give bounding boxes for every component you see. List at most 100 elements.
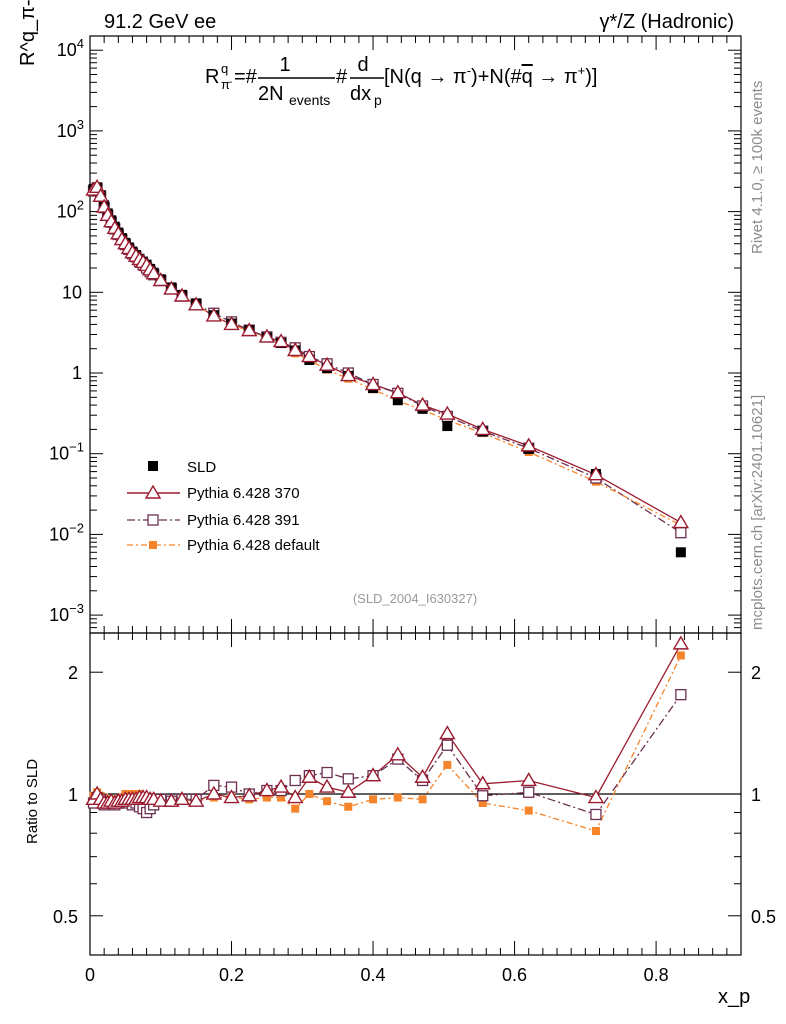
ratio-point-370 [587,789,605,804]
x-tick-label: 0.8 [644,965,669,985]
main-axes: 10−3 10−2 10−1 1 10 102 103 104 0 0.2 0.4 0.6 0.8 [49,36,741,985]
y-tick-label: 103 [57,117,84,141]
y-tick-label: 104 [57,36,84,60]
ratio-point-391 [477,790,489,802]
main-point-sld [675,547,686,558]
ratio-line-370 [92,643,682,804]
ratio-point-default [323,797,332,806]
y-tick-label: 1 [72,363,82,383]
legend-entry-391: Pythia 6.428 391 [127,512,300,529]
ratio-point-default [277,793,286,802]
main-y-label: R^q_π- [17,0,39,66]
svg-text:dx: dx [350,83,371,105]
ratio-point-default [591,827,600,836]
ratio-point-default [262,793,271,802]
y-tick-label: 10 [62,282,82,302]
svg-text:-: - [229,77,232,88]
ratio-tick-label-left: 0.5 [53,907,78,927]
ratio-tick-label-right: 2 [751,663,761,683]
ratio-point-391 [342,773,354,785]
main-point-370 [258,328,276,343]
ratio-marks [85,635,690,836]
ratio-point-default [443,760,452,769]
ratio-point-370 [187,792,205,807]
main-point-370 [414,396,431,411]
svg-text:2N: 2N [258,83,284,105]
x-tick-label: 0.4 [361,965,386,985]
x-tick-label: 0.6 [502,965,527,985]
main-point-391 [675,527,687,539]
y-tick-label: 102 [57,198,84,222]
main-point-370 [240,322,258,337]
ratio-point-default [478,799,487,808]
rivet-label: Rivet 4.1.0, ≥ 100k events [749,81,766,254]
ratio-point-370 [173,790,191,806]
svg-text:1: 1 [279,54,290,76]
main-point-370 [205,307,223,322]
main-point-370 [672,514,690,529]
ratio-point-default [418,795,427,804]
ratio-point-370 [223,789,240,804]
ratio-point-370 [439,725,456,740]
svg-text:p: p [374,92,382,108]
ratio-point-391 [523,786,535,798]
ratio-point-391 [321,766,333,779]
main-point-370 [439,405,456,420]
ratio-point-370 [389,746,407,761]
ratio-point-370 [364,767,382,782]
ratio-point-391 [675,689,687,701]
legend: SLD Pythia 6.428 370 Pythia 6.428 391 Py… [127,459,320,554]
svg-text:R: R [205,66,219,88]
mcplots-label: mcplots.cern.ch [arXiv:2401.10621] [749,395,766,630]
svg-text:[N(q → π-)+N(#q → π+)]: [N(q → π-)+N(#q → π+)] [384,63,597,88]
svg-text:q: q [221,61,228,76]
y-tick-label: 10−2 [49,520,84,544]
ratio-point-370 [240,787,258,802]
main-point-370 [587,466,605,481]
ratio-point-370 [272,778,290,793]
main-point-370 [163,280,180,295]
main-point-370 [389,384,407,399]
ratio-point-370 [474,775,491,790]
ratio-point-370 [672,635,690,650]
ratio-tick-label-left: 2 [68,663,78,683]
legend-label-sld: SLD [187,459,216,476]
ratio-tick-label-right: 0.5 [751,907,776,927]
legend-marker-default [149,541,157,549]
svg-text:d: d [357,54,368,76]
ratio-point-default [344,802,353,811]
ratio-point-default [393,793,402,802]
ratio-y-label: Ratio to SLD [24,759,41,844]
ratio-point-default [369,795,378,804]
ratio-point-391 [289,774,301,787]
ratio-tick-label-left: 1 [68,785,78,805]
main-point-370 [173,287,191,302]
ratio-point-370 [205,785,223,800]
x-tick-label: 0.2 [219,965,244,985]
svg-text:events: events [289,92,330,108]
ratio-point-370 [520,772,537,787]
ratio-point-default [524,806,533,815]
x-axis-label: x_p [718,986,750,1008]
main-point-sld [442,421,453,432]
svg-text:=#: =# [234,66,258,88]
legend-marker-sld [148,461,158,471]
main-point-370 [520,437,537,452]
ratio-point-default [676,651,685,660]
main-point-370 [92,187,109,202]
ratio-point-default [305,790,314,798]
main-point-sld [392,395,403,406]
main-marks [85,178,690,558]
legend-marker-391 [147,514,159,526]
ratio-point-370 [340,783,357,798]
ratio-point-370 [414,768,431,783]
ratio-point-370 [286,789,304,804]
main-point-370 [340,367,357,382]
main-point-370 [318,356,336,371]
svg-text:#: # [336,66,348,88]
ratio-point-370 [301,768,318,783]
main-point-370 [364,376,382,391]
y-tick-label: 10−3 [49,601,84,625]
ratio-point-370 [258,782,276,797]
analysis-id: (SLD_2004_I630327) [353,591,477,606]
